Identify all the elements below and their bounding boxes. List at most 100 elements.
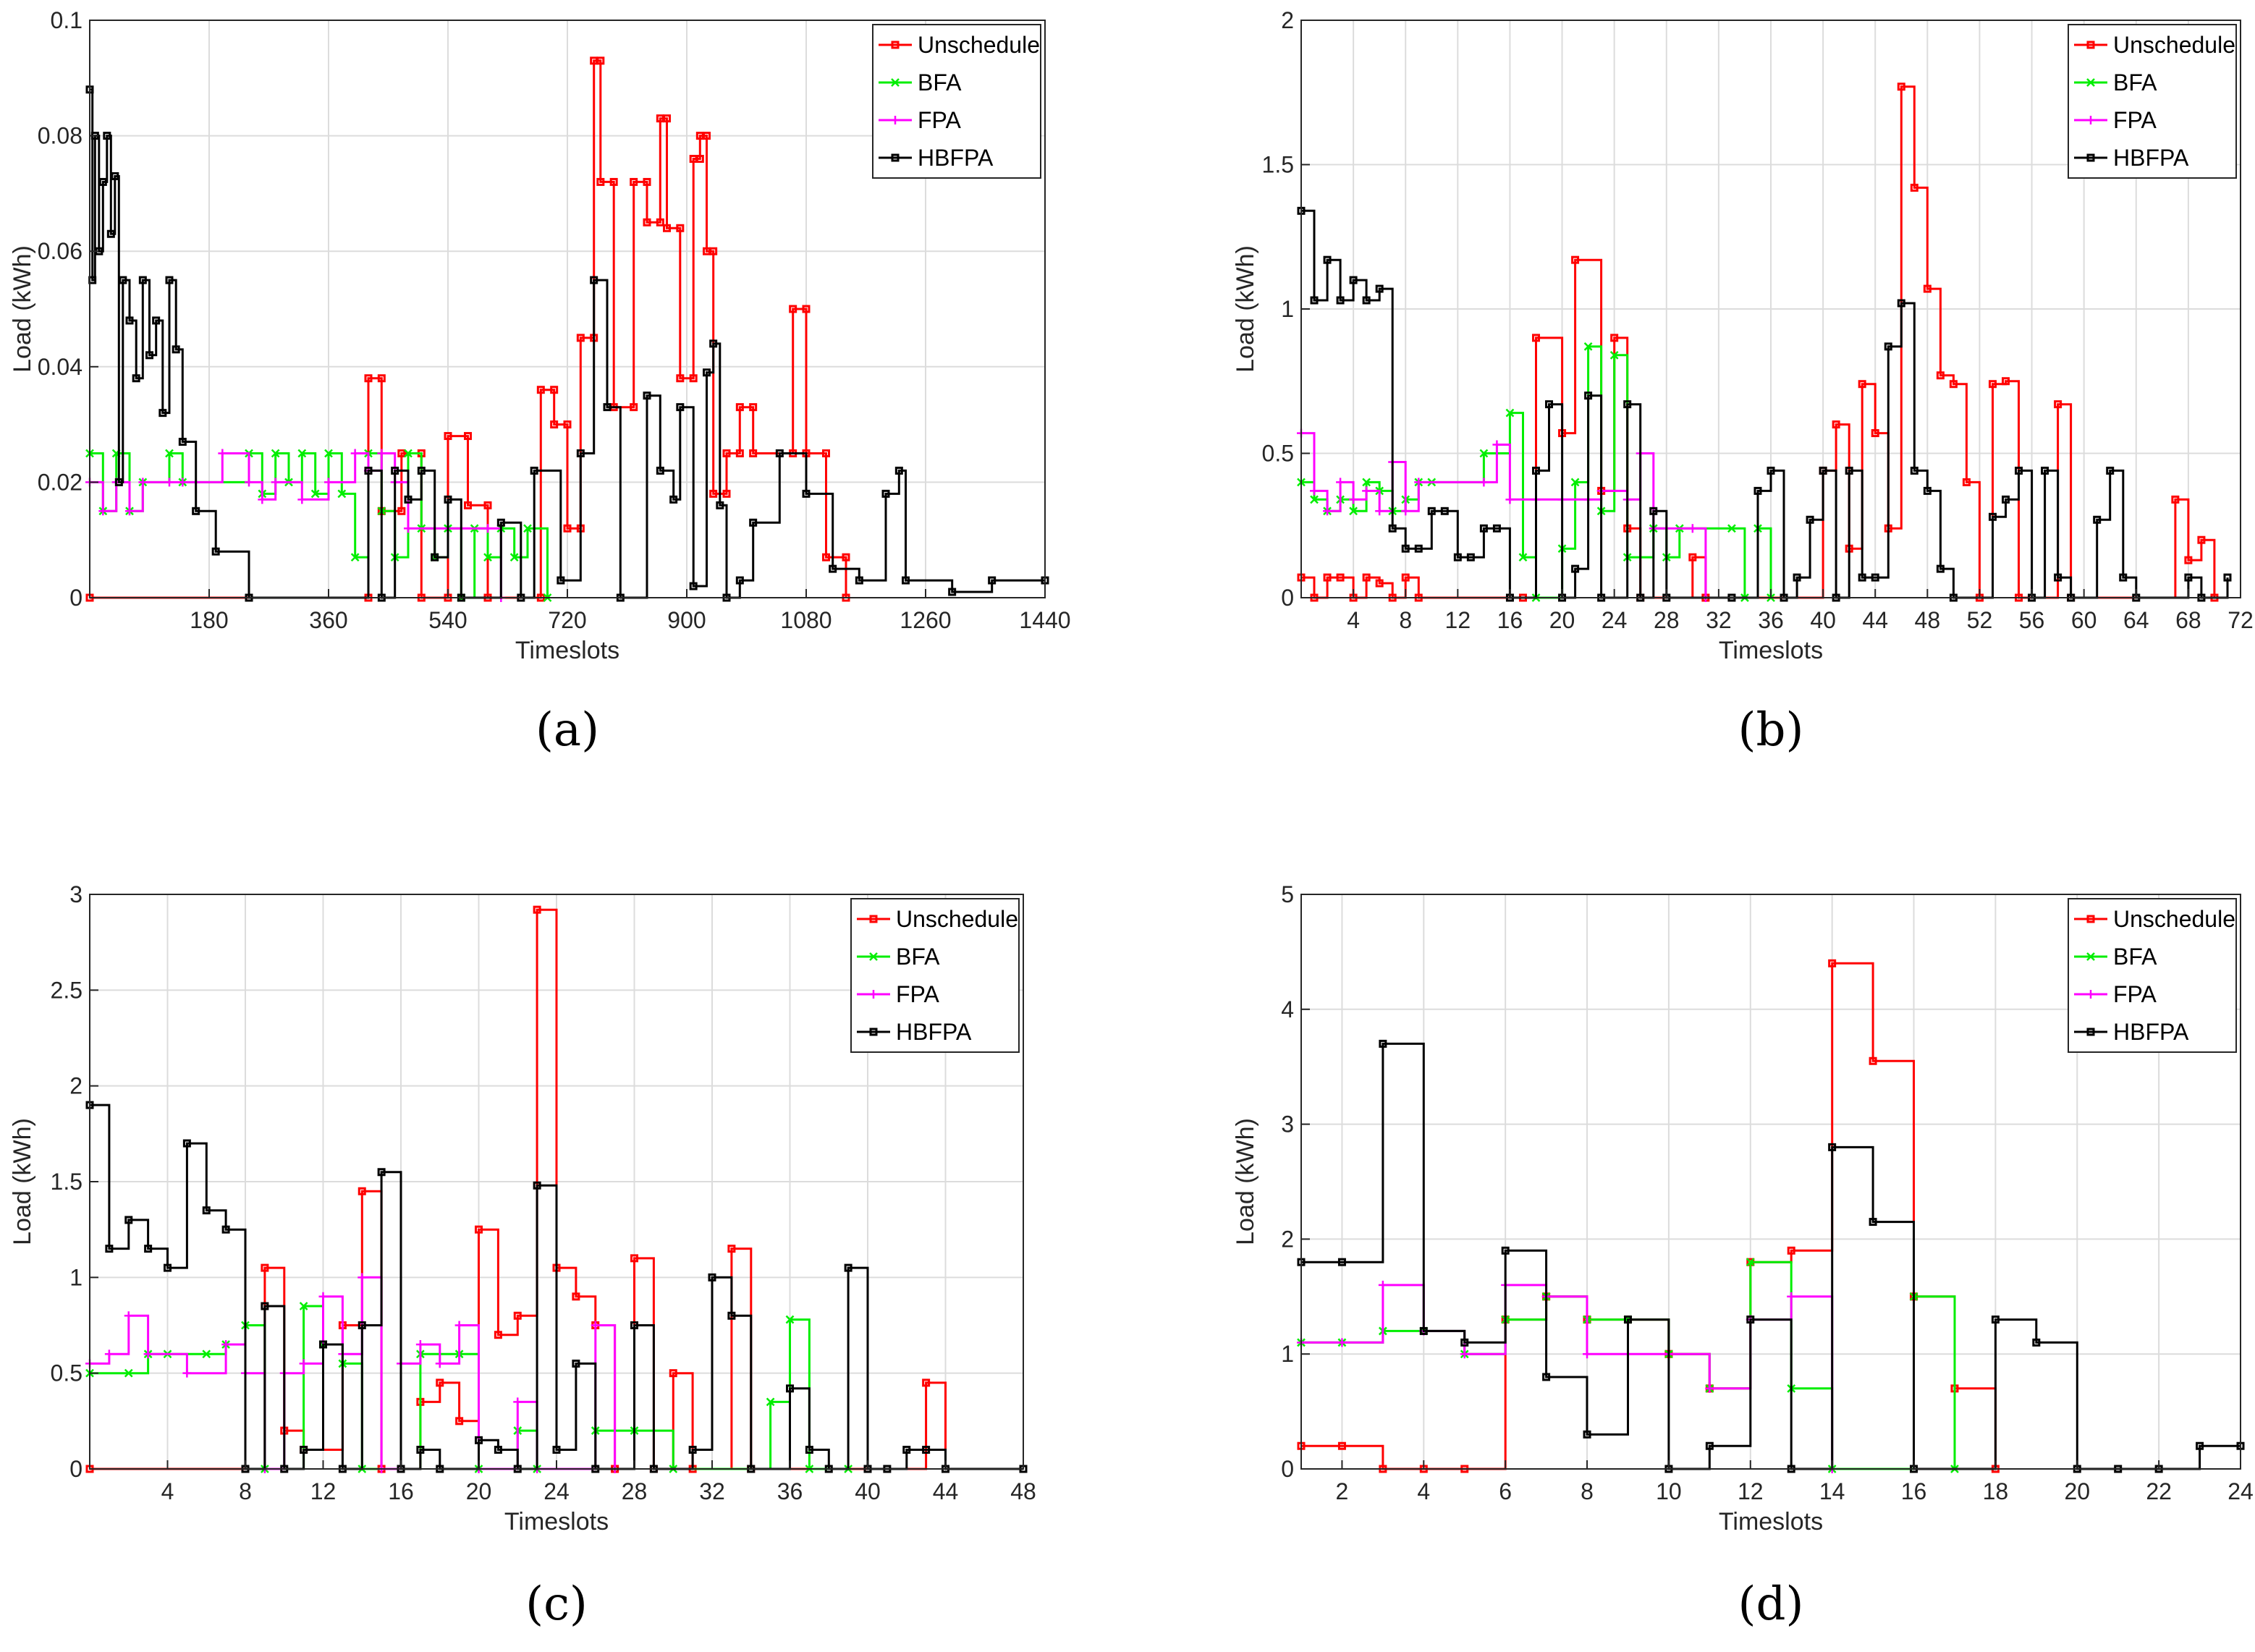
data-point-bfa — [310, 489, 320, 499]
data-point-unschedule — [2054, 400, 2062, 409]
series-line-fpa — [90, 452, 502, 598]
data-point-hbfpa — [1649, 507, 1658, 515]
data-point-hbfpa — [716, 501, 724, 509]
data-point-hbfpa — [2119, 573, 2128, 582]
x-tick-label: 6 — [1499, 1478, 1512, 1504]
data-point-fpa — [358, 1273, 367, 1282]
legend-label-unschedule: Unschedule — [2113, 32, 2235, 58]
x-tick-label: 10 — [1656, 1478, 1682, 1504]
data-point-fpa — [297, 495, 307, 504]
data-point-unschedule — [630, 403, 638, 412]
x-tick-label: 72 — [2228, 607, 2254, 633]
data-point-unschedule — [802, 305, 811, 313]
data-point-fpa — [1705, 1384, 1714, 1393]
data-point-hbfpa — [1793, 573, 1801, 582]
legend-label-fpa: FPA — [2113, 981, 2157, 1007]
y-tick-label: 0.06 — [38, 238, 82, 264]
data-point-bfa — [1362, 478, 1371, 487]
data-point-hbfpa — [749, 518, 758, 527]
data-point-fpa — [1323, 507, 1332, 516]
data-point-hbfpa — [688, 1446, 697, 1454]
data-point-unschedule — [1337, 1441, 1346, 1450]
data-point-hbfpa — [552, 1446, 561, 1454]
y-tick-label: 0 — [1281, 585, 1294, 611]
data-point-fpa — [1479, 478, 1489, 487]
data-point-unschedule — [2197, 535, 2206, 544]
legend-marker — [891, 78, 900, 87]
legend-marker — [2086, 153, 2095, 162]
data-point-hbfpa — [431, 553, 439, 562]
data-point-fpa — [178, 478, 187, 487]
data-point-unschedule — [563, 420, 572, 429]
x-tick-label: 16 — [1901, 1478, 1927, 1504]
data-point-fpa — [1362, 486, 1371, 496]
x-tick-label: 28 — [1654, 607, 1680, 633]
data-point-hbfpa — [1845, 466, 1853, 475]
data-point-unschedule — [656, 218, 664, 226]
data-point-bfa — [337, 489, 347, 499]
data-point-hbfpa — [1323, 255, 1332, 264]
data-point-unschedule — [630, 177, 638, 186]
data-point-hbfpa — [2041, 466, 2049, 475]
data-point-fpa — [1492, 440, 1502, 449]
data-point-hbfpa — [1542, 1373, 1551, 1381]
data-point-hbfpa — [1583, 1430, 1591, 1439]
y-tick-label: 2.5 — [51, 977, 82, 1003]
data-point-fpa — [1337, 1338, 1347, 1347]
legend-label-unschedule: Unschedule — [2113, 906, 2235, 932]
data-point-hbfpa — [165, 276, 174, 284]
data-point-hbfpa — [132, 374, 140, 383]
x-axis-label: Timeslots — [515, 637, 619, 664]
x-axis-label: Timeslots — [1719, 637, 1823, 664]
y-tick-label: 0 — [1281, 1456, 1294, 1482]
data-point-unschedule — [2171, 495, 2180, 504]
data-point-hbfpa — [902, 576, 910, 585]
x-tick-label: 36 — [777, 1478, 803, 1504]
data-point-hbfpa — [119, 276, 127, 284]
y-tick-label: 5 — [1281, 881, 1294, 907]
x-tick-label: 1260 — [900, 607, 951, 633]
data-point-unschedule — [2002, 377, 2010, 386]
data-point-unschedule — [576, 334, 585, 342]
data-point-hbfpa — [496, 518, 505, 527]
data-point-fpa — [299, 1359, 308, 1368]
data-point-unschedule — [1787, 1246, 1795, 1255]
tick-labels: 180 360 540 720 900 1080 1260 1440 0 0.02 0.04 0.06… — [38, 7, 1071, 633]
legend: Unschedule BFA FPA HBFPA — [2068, 898, 2237, 1053]
data-point-unschedule — [735, 449, 744, 457]
legend: Unschedule BFA FPA HBFPA — [850, 898, 1020, 1053]
data-point-bfa — [785, 1315, 795, 1324]
x-tick-label: 20 — [1549, 607, 1575, 633]
data-point-unschedule — [1323, 573, 1332, 582]
data-point-unschedule — [703, 132, 711, 140]
data-point-hbfpa — [576, 449, 585, 457]
data-point-unschedule — [1688, 553, 1697, 562]
data-point-hbfpa — [1310, 296, 1319, 305]
x-tick-label: 48 — [1010, 1478, 1036, 1504]
data-point-unschedule — [669, 1369, 677, 1378]
data-point-bfa — [271, 449, 280, 458]
data-point-hbfpa — [2054, 573, 2062, 582]
data-point-bfa — [299, 1302, 308, 1310]
data-point-hbfpa — [2032, 1338, 2041, 1347]
data-point-hbfpa — [391, 466, 399, 475]
data-point-unschedule — [364, 374, 373, 383]
y-tick-label: 0.04 — [38, 354, 82, 380]
data-point-fpa — [125, 507, 134, 516]
legend-label-hbfpa: HBFPA — [2113, 145, 2189, 171]
y-tick-label: 1 — [1281, 1341, 1294, 1367]
data-point-unschedule — [749, 403, 758, 412]
data-point-hbfpa — [894, 466, 903, 475]
data-point-hbfpa — [1362, 296, 1371, 305]
data-point-hbfpa — [444, 495, 452, 504]
data-point-hbfpa — [182, 1139, 191, 1148]
x-tick-label: 48 — [1915, 607, 1941, 633]
data-point-hbfpa — [416, 1446, 425, 1454]
data-point-hbfpa — [1753, 486, 1762, 495]
data-point-hbfpa — [709, 339, 718, 348]
legend-box — [872, 24, 1041, 179]
data-point-hbfpa — [902, 1446, 911, 1454]
legend-label-hbfpa: HBFPA — [2113, 1019, 2189, 1045]
x-tick-label: 32 — [1706, 607, 1732, 633]
data-point-unschedule — [572, 1292, 580, 1301]
